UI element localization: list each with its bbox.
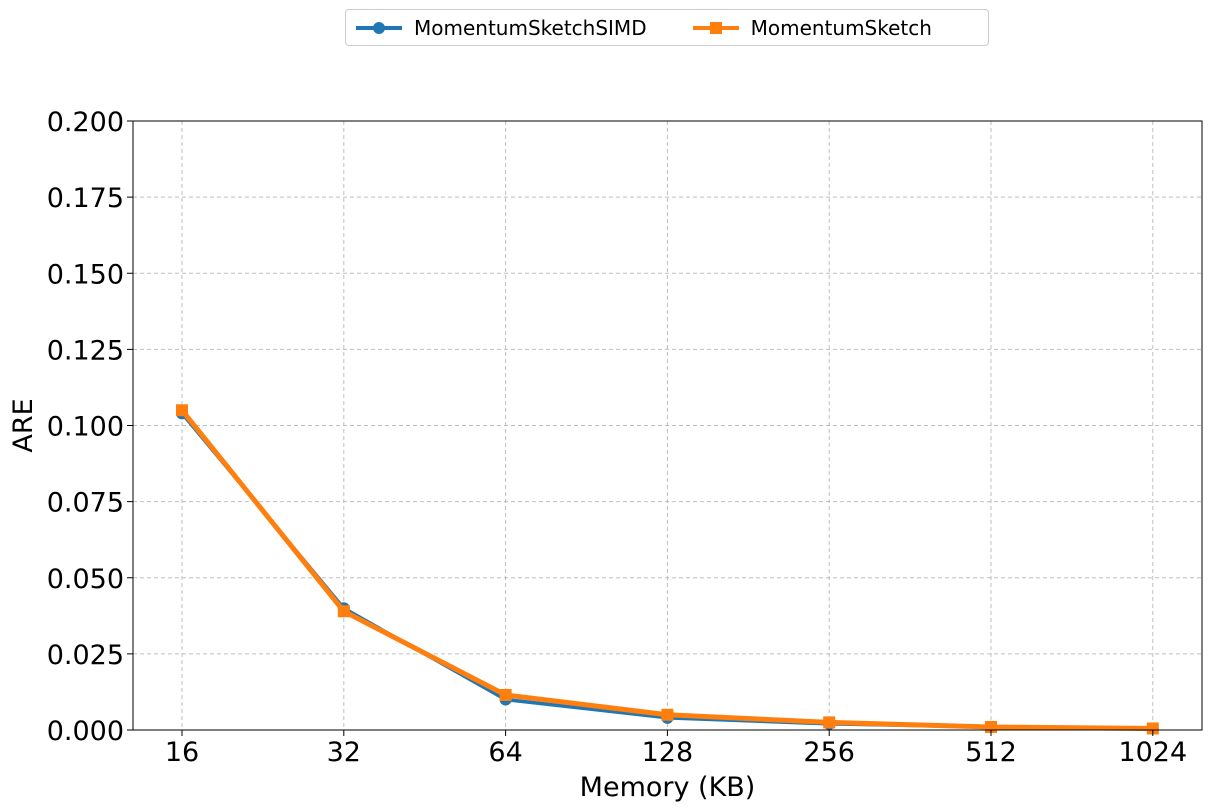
ticks: 16 32 64 128 256 512 1024 0.000 0.025 0.050 0.075 0… <box>47 107 1187 768</box>
y-tick-label: 0.050 <box>47 564 124 595</box>
legend-label-momentum: MomentumSketch <box>750 15 932 40</box>
y-tick-label: 0.125 <box>47 335 124 366</box>
y-axis-title: ARE <box>8 398 39 452</box>
series-layer <box>176 404 1159 735</box>
y-tick-label: 0.100 <box>47 412 124 443</box>
x-tick-label: 16 <box>165 737 199 768</box>
grid <box>133 120 1202 731</box>
data-point <box>337 605 350 618</box>
y-tick-label: 0.025 <box>47 640 124 671</box>
legend: MomentumSketchSIMD MomentumSketch <box>345 9 989 46</box>
y-tick-label: 0.200 <box>47 107 124 138</box>
y-tick-label: 0.000 <box>47 716 124 747</box>
legend-swatch-momentum <box>692 21 739 34</box>
data-point <box>1146 722 1159 735</box>
x-tick-label: 256 <box>803 737 855 768</box>
data-point <box>823 716 836 729</box>
y-tick-label: 0.075 <box>47 488 124 519</box>
legend-item-momentum: MomentumSketch <box>691 10 932 45</box>
x-tick-label: 128 <box>642 737 694 768</box>
legend-label-simd: MomentumSketchSIMD <box>414 15 647 40</box>
y-tick-label: 0.175 <box>47 183 124 214</box>
x-axis-title: Memory (KB) <box>580 772 756 803</box>
legend-item-simd: MomentumSketchSIMD <box>354 10 647 45</box>
data-point <box>176 404 188 417</box>
x-tick-label: 512 <box>965 737 1017 768</box>
data-point <box>499 688 512 701</box>
series-momentumsketch <box>176 404 1159 735</box>
x-tick-label: 64 <box>488 737 522 768</box>
legend-swatch-simd <box>356 21 402 34</box>
y-tick-label: 0.150 <box>47 259 124 290</box>
x-tick-label: 1024 <box>1118 737 1187 768</box>
x-tick-label: 32 <box>327 737 361 768</box>
data-point <box>661 708 674 721</box>
